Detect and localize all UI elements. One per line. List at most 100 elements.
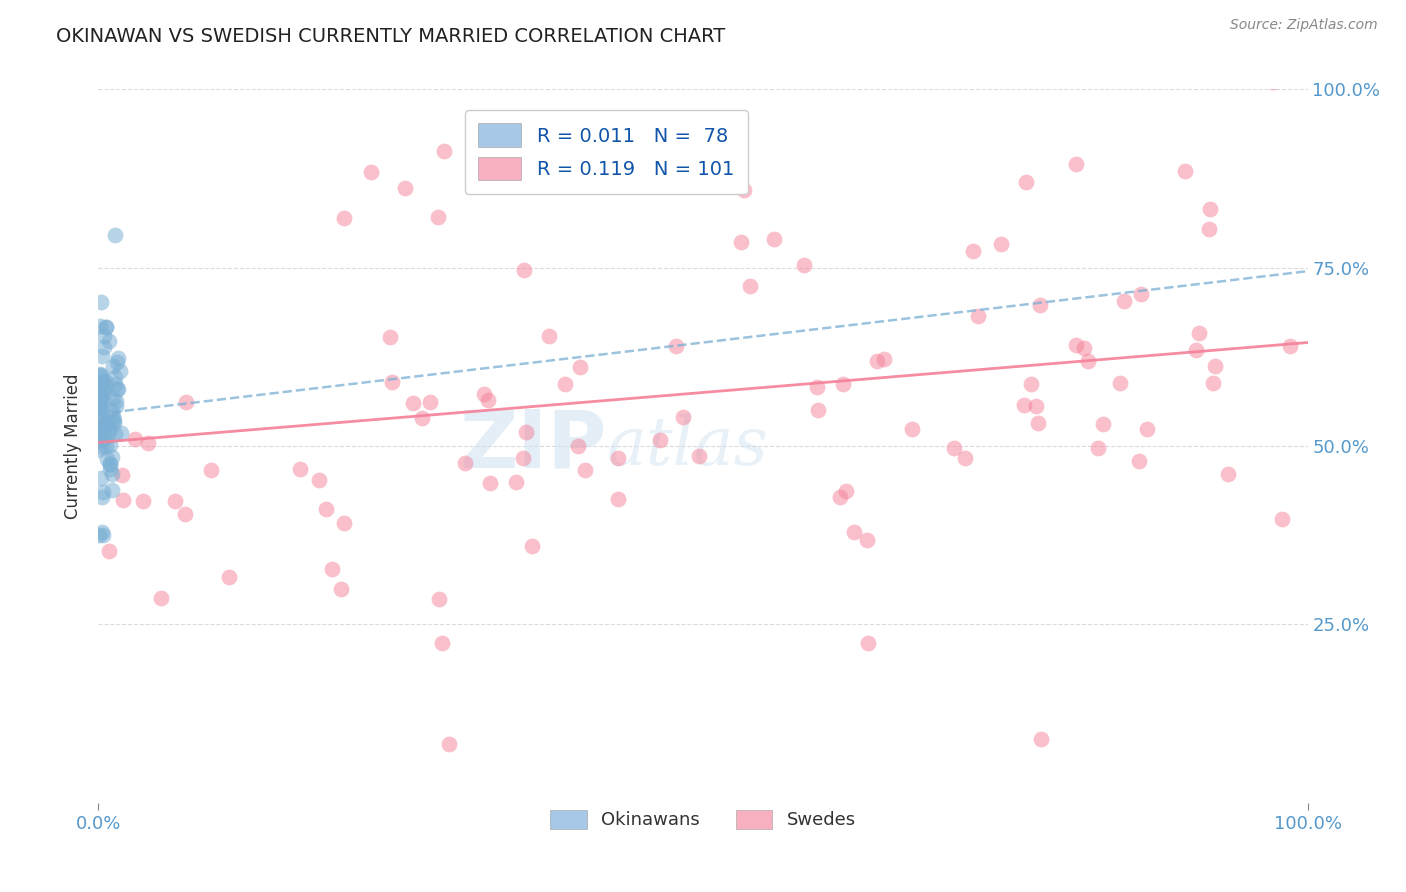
Point	[966, 309, 988, 323]
Point	[844, 525, 866, 540]
Point	[91, 528, 114, 542]
Point	[174, 508, 197, 522]
Point	[200, 463, 222, 477]
Point	[567, 439, 589, 453]
Point	[835, 483, 858, 498]
Point	[98, 438, 121, 452]
Point	[1185, 343, 1208, 358]
Point	[218, 570, 240, 584]
Point	[1064, 157, 1087, 171]
Point	[107, 383, 129, 397]
Point	[901, 421, 924, 435]
Point	[433, 144, 456, 158]
Point	[110, 426, 132, 441]
Point	[104, 370, 127, 384]
Point	[132, 493, 155, 508]
Point	[101, 409, 124, 423]
Point	[955, 450, 977, 465]
Point	[103, 413, 125, 427]
Point	[90, 401, 112, 415]
Point	[136, 436, 159, 450]
Point	[89, 402, 111, 417]
Point	[402, 396, 425, 410]
Point	[1114, 294, 1136, 309]
Point	[472, 387, 495, 401]
Text: ZIP: ZIP	[458, 407, 606, 485]
Point	[1188, 326, 1211, 340]
Point	[87, 409, 110, 423]
Point	[91, 392, 114, 407]
Point	[89, 368, 111, 383]
Point	[807, 403, 830, 417]
Point	[360, 165, 382, 179]
Point	[866, 354, 889, 368]
Point	[104, 399, 127, 413]
Legend: Okinawans, Swedes: Okinawans, Swedes	[543, 803, 863, 837]
Point	[103, 359, 125, 374]
Point	[856, 533, 879, 548]
Point	[520, 539, 543, 553]
Point	[90, 412, 112, 426]
Point	[1012, 398, 1035, 412]
Y-axis label: Currently Married: Currently Married	[65, 373, 83, 519]
Point	[90, 294, 112, 309]
Point	[1025, 399, 1047, 413]
Point	[650, 434, 672, 448]
Point	[103, 416, 125, 430]
Point	[672, 410, 695, 425]
Point	[733, 183, 755, 197]
Point	[101, 483, 124, 497]
Point	[96, 430, 118, 444]
Point	[437, 737, 460, 751]
Point	[943, 441, 966, 455]
Point	[98, 457, 121, 471]
Text: OKINAWAN VS SWEDISH CURRENTLY MARRIED CORRELATION CHART: OKINAWAN VS SWEDISH CURRENTLY MARRIED CO…	[56, 27, 725, 45]
Point	[93, 385, 115, 400]
Text: Source: ZipAtlas.com: Source: ZipAtlas.com	[1230, 18, 1378, 32]
Point	[89, 399, 111, 413]
Point	[512, 451, 534, 466]
Point	[107, 351, 129, 365]
Point	[1077, 353, 1099, 368]
Point	[1064, 337, 1087, 351]
Point	[1029, 298, 1052, 312]
Point	[332, 211, 354, 226]
Point	[149, 591, 172, 606]
Point	[91, 377, 114, 392]
Point	[91, 484, 114, 499]
Point	[101, 391, 124, 405]
Point	[87, 382, 110, 396]
Point	[1271, 511, 1294, 525]
Point	[1198, 202, 1220, 216]
Point	[89, 318, 111, 333]
Point	[104, 393, 127, 408]
Point	[98, 544, 121, 558]
Point	[90, 390, 112, 404]
Point	[378, 329, 401, 343]
Point	[105, 383, 128, 397]
Point	[515, 425, 537, 439]
Point	[1029, 731, 1052, 746]
Point	[1174, 164, 1197, 178]
Point	[537, 328, 560, 343]
Point	[97, 414, 120, 428]
Point	[1087, 442, 1109, 456]
Point	[96, 451, 118, 466]
Point	[856, 636, 879, 650]
Point	[174, 394, 197, 409]
Point	[381, 375, 404, 389]
Point	[90, 386, 112, 401]
Point	[90, 368, 112, 383]
Point	[124, 432, 146, 446]
Point	[1263, 75, 1285, 89]
Point	[89, 422, 111, 436]
Point	[89, 428, 111, 442]
Point	[1202, 376, 1225, 390]
Point	[91, 524, 114, 539]
Point	[688, 449, 710, 463]
Point	[1092, 417, 1115, 431]
Point	[665, 339, 688, 353]
Point	[101, 403, 124, 417]
Point	[762, 232, 785, 246]
Point	[426, 211, 449, 225]
